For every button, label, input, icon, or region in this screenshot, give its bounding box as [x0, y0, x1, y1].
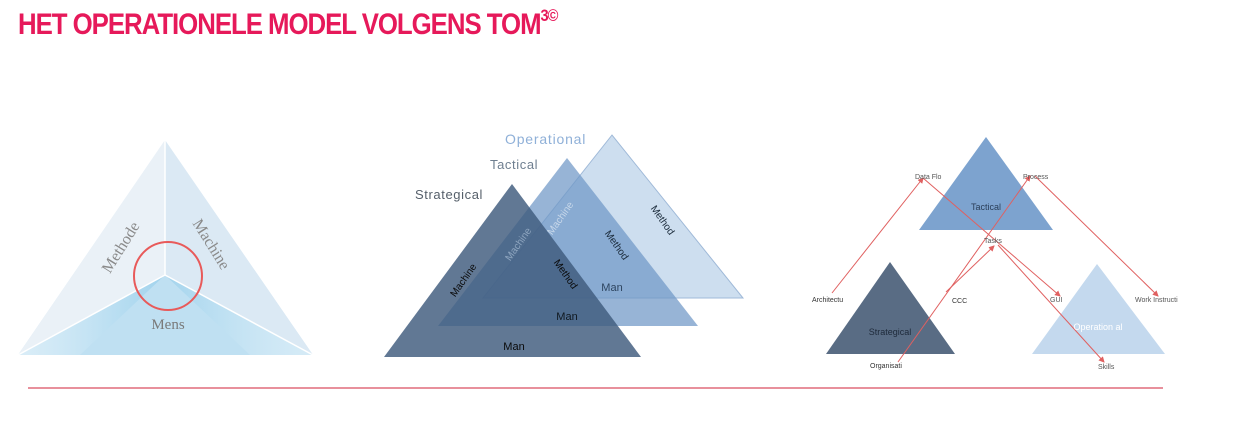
label-mid-man: Man [556, 311, 577, 323]
divider-center-left [17, 274, 166, 356]
arrow-tasks-skills [997, 244, 1105, 363]
node-label-strategical: Strategical [869, 327, 912, 337]
arrow-dataflow-gui [922, 177, 1061, 297]
node-label-gui: GUI [1050, 297, 1063, 304]
node-strategical-triangle [826, 262, 955, 354]
node-label-tasks: Tasks [984, 238, 1002, 245]
arrow-process-workinstructions [1034, 175, 1159, 297]
node-label-tactical: Tactical [971, 202, 1001, 212]
label-str-man: Man [503, 341, 524, 353]
node-label-ccc: CCC [952, 298, 967, 305]
arrow-ccc-tasks [945, 245, 995, 293]
network-diagram: Tactical Strategical Operation al Data F… [812, 137, 1178, 371]
triangle-sector-right [165, 140, 313, 355]
triangle-mmm-diagram: Methode Machine Mens [17, 140, 314, 356]
page-title: HET OPERATIONELE MODEL VOLGENS TOM3© [18, 6, 559, 42]
title-main: HET OPERATIONELE MODEL VOLGENS TOM [18, 8, 542, 41]
divider-center-right [164, 274, 314, 356]
label-strategical: Strategical [415, 187, 483, 202]
node-label-organisation: Organisati [870, 363, 902, 370]
node-label-dataflow: Data Flo [915, 174, 942, 181]
triangle-sector-left [18, 140, 165, 355]
node-label-architecture: Architectu [812, 297, 843, 304]
title-superscript: 3© [540, 6, 559, 25]
node-label-workinstructions: Work Instructi [1135, 297, 1178, 304]
arrow-architecture-dataflow [831, 177, 924, 294]
node-label-operational: Operation al [1073, 322, 1122, 332]
label-tac-man: Man [601, 282, 622, 294]
node-operational-triangle [1032, 264, 1165, 354]
node-label-process: Process [1023, 174, 1049, 181]
node-tactical-triangle [919, 137, 1053, 230]
arrow-organisation-process [897, 175, 1031, 363]
label-tactical: Tactical [490, 157, 538, 172]
node-label-skills: Skills [1098, 364, 1115, 371]
overlapping-triangles-diagram: Operational Tactical Strategical Method … [384, 131, 745, 357]
triangle-strategical [384, 184, 641, 357]
label-mens: Mens [151, 317, 184, 333]
label-operational: Operational [505, 131, 586, 147]
center-circle [133, 241, 203, 311]
